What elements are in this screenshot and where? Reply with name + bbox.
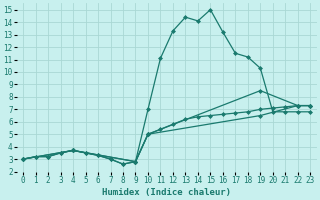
X-axis label: Humidex (Indice chaleur): Humidex (Indice chaleur) (102, 188, 231, 197)
